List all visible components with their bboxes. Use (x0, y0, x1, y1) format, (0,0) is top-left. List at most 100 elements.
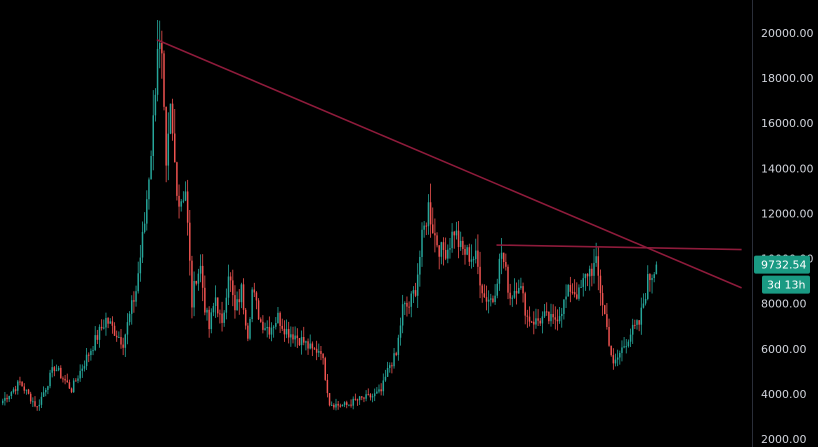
candle (225, 288, 228, 320)
candle-body (606, 314, 608, 327)
candle (158, 20, 161, 69)
candle-body (141, 231, 144, 258)
candle (335, 398, 337, 411)
candle (6, 394, 8, 403)
candle-body (457, 230, 460, 247)
candle (537, 309, 539, 326)
candle-body (629, 334, 632, 342)
candle-body (541, 316, 544, 324)
candle-body (399, 325, 402, 338)
candle (468, 243, 471, 267)
candle-body (408, 306, 410, 308)
candle (494, 284, 496, 305)
candle (4, 392, 6, 406)
candle (315, 340, 318, 361)
candle (328, 393, 331, 407)
candle-body (509, 292, 511, 299)
candle (270, 322, 273, 342)
candle (96, 329, 99, 345)
candle-body (285, 329, 288, 335)
candle-body (485, 297, 488, 302)
candles (2, 20, 658, 411)
candle-body (191, 260, 193, 308)
candle-body (40, 396, 43, 405)
candle-body (511, 297, 514, 299)
candle-body (51, 367, 53, 373)
candle-body (156, 48, 159, 95)
price-tick-label: 18000.00 (761, 72, 814, 85)
candle (442, 237, 445, 266)
candle-body (412, 290, 415, 294)
countdown-label: 3d 13h (767, 279, 805, 292)
candle-body (563, 299, 565, 314)
candle (436, 232, 438, 248)
candle (500, 238, 503, 275)
candle-body (569, 284, 572, 292)
candle-body (496, 283, 498, 296)
candle (75, 378, 77, 382)
candle-body (66, 380, 68, 383)
candle (62, 376, 64, 383)
price-tick-label: 20000.00 (761, 27, 814, 40)
candle-body (653, 274, 655, 279)
candle-body (300, 337, 303, 346)
candle-body (530, 321, 533, 323)
candle (326, 373, 329, 398)
candle (17, 379, 19, 395)
candle-body (257, 300, 260, 320)
candle (477, 234, 479, 275)
candle-body (644, 298, 647, 304)
candle (550, 303, 552, 327)
last-price-label: 9732.54 (761, 259, 807, 272)
candle (251, 287, 253, 323)
candle (419, 250, 421, 287)
candle (588, 265, 591, 291)
candle-body (272, 326, 275, 328)
candle (604, 304, 606, 315)
candle (513, 278, 516, 299)
candle-body (535, 318, 537, 325)
candle-body (571, 291, 574, 293)
candle (412, 286, 415, 303)
price-axis[interactable]: 2000.004000.006000.008000.0010000.001200… (761, 27, 814, 446)
candle (343, 401, 346, 408)
candle (614, 353, 617, 367)
candle-body (152, 115, 154, 156)
candle-body (189, 222, 191, 261)
candle-body (281, 325, 283, 329)
trendline[interactable] (156, 39, 742, 289)
candle (51, 359, 53, 378)
candle-body (103, 327, 105, 329)
candle (599, 269, 602, 306)
candle (150, 150, 152, 180)
candle-body (451, 231, 453, 249)
candle (268, 316, 271, 339)
candle (287, 321, 290, 344)
candle (429, 183, 432, 238)
candle (432, 207, 434, 234)
candle-body (354, 398, 357, 400)
candle (111, 316, 114, 334)
candle (569, 276, 572, 303)
candle (384, 369, 387, 382)
candle (457, 220, 460, 259)
candle-body (174, 133, 176, 163)
trendline[interactable] (496, 244, 742, 251)
candle-body (397, 337, 400, 355)
candle (309, 334, 311, 350)
candle (260, 317, 262, 323)
candle-body (251, 289, 253, 319)
candle (45, 387, 47, 397)
candle (401, 294, 404, 334)
candle-body (105, 317, 107, 328)
candle-body (45, 389, 47, 393)
candle (255, 291, 258, 310)
candle-body (539, 320, 541, 324)
candle-body (481, 285, 483, 294)
candle-body (165, 106, 167, 166)
candle-body (120, 337, 122, 345)
candle-body (227, 276, 230, 298)
candle-body (395, 353, 397, 355)
candle-body (322, 353, 324, 359)
